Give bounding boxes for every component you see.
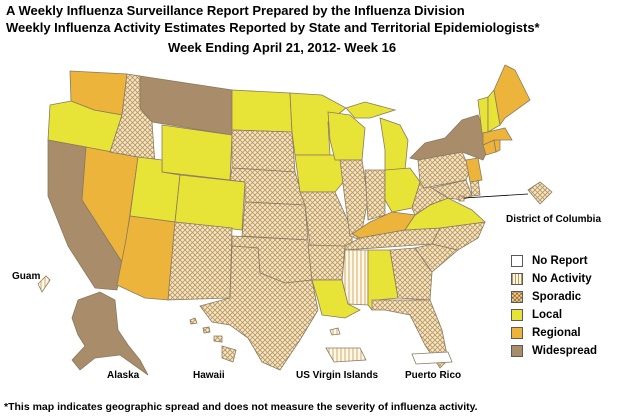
state-DC-inset xyxy=(527,181,553,205)
label-puerto-rico: Puerto Rico xyxy=(405,370,462,381)
state-HI-1 xyxy=(189,317,198,325)
state-WY xyxy=(161,124,233,181)
state-HI-4 xyxy=(221,345,237,363)
legend-swatch-local xyxy=(511,309,523,321)
label-district-of-columbia: District of Columbia xyxy=(506,214,602,225)
legend-swatch-regional xyxy=(511,327,523,339)
territory-VI xyxy=(325,347,367,363)
legend-swatch-widespread xyxy=(511,345,523,357)
legend-item-no-report: No Report xyxy=(511,252,597,270)
legend-item-local: Local xyxy=(511,306,597,324)
state-TX xyxy=(199,245,319,371)
state-MA xyxy=(482,127,513,146)
legend-item-regional: Regional xyxy=(511,324,597,342)
state-DC xyxy=(458,195,465,202)
legend-label-no-activity: No Activity xyxy=(532,273,592,285)
report-title: A Weekly Influenza Surveillance Report P… xyxy=(6,3,465,18)
state-MN xyxy=(289,92,347,156)
state-HI-3 xyxy=(213,335,223,343)
legend-item-widespread: Widespread xyxy=(511,342,597,360)
label-guam: Guam xyxy=(12,271,41,282)
state-GA xyxy=(389,247,433,301)
legend-swatch-no-report xyxy=(511,255,523,267)
state-MS xyxy=(341,249,369,306)
state-SD xyxy=(231,129,296,173)
territory-PR xyxy=(411,351,453,365)
state-MI-UP xyxy=(345,101,397,119)
footnote: *This map indicates geographic spread an… xyxy=(4,401,478,413)
state-HI-2 xyxy=(202,326,211,334)
state-IN xyxy=(364,169,386,221)
week-label: Week Ending April 21, 2012- Week 16 xyxy=(168,40,397,55)
state-ME xyxy=(493,64,531,127)
label-alaska: Alaska xyxy=(107,370,140,381)
territory-GU xyxy=(37,275,51,293)
state-WI xyxy=(327,111,366,161)
legend-swatch-no-activity xyxy=(511,273,523,285)
legend-item-no-activity: No Activity xyxy=(511,270,597,288)
legend-label-regional: Regional xyxy=(532,327,581,339)
state-CO xyxy=(174,174,246,231)
dc-leader-line xyxy=(463,193,529,199)
state-MT xyxy=(139,75,233,136)
state-ND xyxy=(231,89,293,133)
state-IA xyxy=(294,154,346,193)
legend-swatch-sporadic xyxy=(511,291,523,303)
report-subtitle: Weekly Influenza Activity Estimates Repo… xyxy=(6,20,540,35)
legend: No Report No Activity Sporadic Local Reg… xyxy=(511,252,597,360)
legend-label-sporadic: Sporadic xyxy=(532,291,582,303)
legend-item-sporadic: Sporadic xyxy=(511,288,597,306)
state-AK xyxy=(71,291,149,376)
state-MI xyxy=(379,117,409,173)
label-us-virgin-islands: US Virgin Islands xyxy=(296,370,379,381)
state-NM xyxy=(167,221,233,301)
state-KS xyxy=(241,201,309,241)
state-NY xyxy=(409,114,491,161)
state-NJ xyxy=(465,157,483,183)
territory-VI-2 xyxy=(329,327,341,336)
state-NC xyxy=(431,221,486,251)
legend-label-widespread: Widespread xyxy=(532,345,598,357)
state-AR xyxy=(307,244,346,281)
legend-label-local: Local xyxy=(532,309,563,321)
label-hawaii: Hawaii xyxy=(193,370,225,381)
legend-label-no-report: No Report xyxy=(532,255,588,267)
